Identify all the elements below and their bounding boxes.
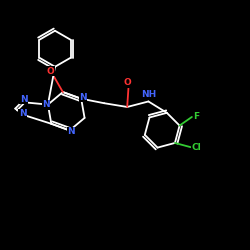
Text: Cl: Cl <box>191 143 201 152</box>
Text: N: N <box>67 127 75 136</box>
Text: O: O <box>123 78 131 87</box>
Text: O: O <box>46 67 54 76</box>
Text: N: N <box>42 100 50 109</box>
Text: NH: NH <box>141 90 156 99</box>
Text: N: N <box>80 93 87 102</box>
Text: N: N <box>20 94 28 104</box>
Text: N: N <box>19 109 26 118</box>
Text: F: F <box>193 112 200 122</box>
